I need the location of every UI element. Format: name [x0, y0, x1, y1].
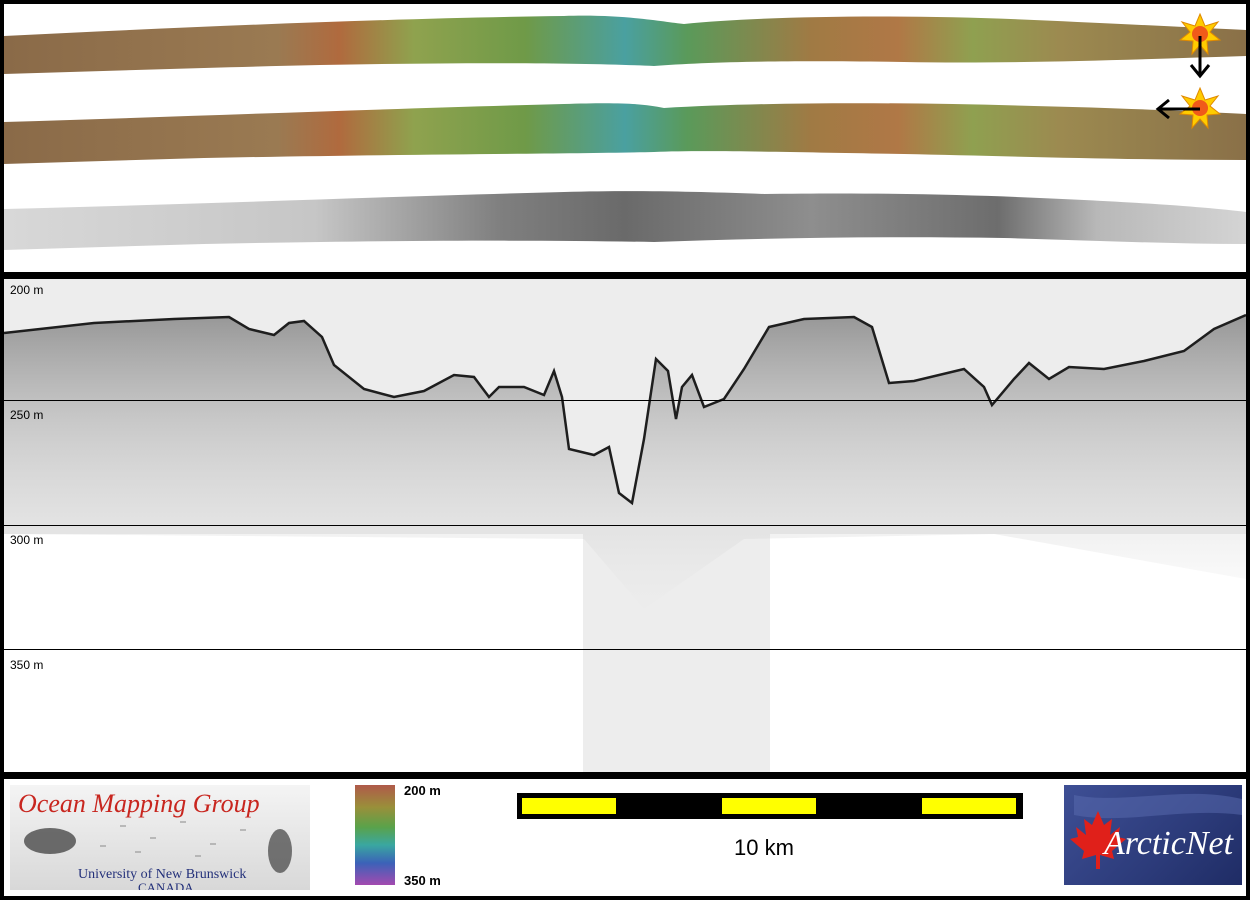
- arcticnet-logo: ArcticNet: [1064, 785, 1242, 885]
- seabed-profile: [4, 313, 1246, 609]
- scale-segment: [922, 798, 1016, 814]
- sidescan-swath: [4, 191, 1246, 250]
- depth-gridline: [4, 400, 1246, 401]
- depth-gridline: [4, 649, 1246, 650]
- university-name: University of New Brunswick: [78, 867, 247, 882]
- footer-panel: Ocean Mapping Group University of New Br…: [4, 779, 1246, 896]
- arrow-down-icon: [1189, 36, 1211, 79]
- bathymetry-swath-1: [4, 15, 1246, 74]
- scale-segment: [522, 798, 616, 814]
- maple-leaf-icon: [1070, 793, 1242, 869]
- logo-background-graphic: [24, 821, 292, 873]
- colorbar-top-label: 200 m: [404, 783, 441, 798]
- depth-label: 300 m: [10, 533, 44, 547]
- ocean-mapping-group-title: Ocean Mapping Group: [18, 789, 260, 818]
- country-name: CANADA: [138, 880, 194, 891]
- ocean-mapping-group-logo: Ocean Mapping Group University of New Br…: [10, 785, 310, 890]
- colorbar-bottom-label: 350 m: [404, 873, 441, 888]
- bathymetry-swath-2: [4, 103, 1246, 164]
- depth-label: 250 m: [10, 408, 44, 422]
- depth-label: 200 m: [10, 283, 44, 297]
- scale-bar: [517, 793, 1023, 819]
- scale-label: 10 km: [734, 835, 794, 860]
- swath-panel: [4, 4, 1246, 272]
- profile-panel: 200 m 250 m 300 m 350 m: [4, 279, 1246, 772]
- swath-imagery: [4, 12, 1246, 250]
- arcticnet-text: ArcticNet: [1104, 825, 1234, 862]
- arrow-left-icon: [1155, 98, 1200, 120]
- scale-segment: [722, 798, 816, 814]
- seabed-line: [4, 313, 1246, 506]
- depth-colorbar: [355, 785, 395, 885]
- depth-label: 350 m: [10, 658, 44, 672]
- depth-gridline: [4, 525, 1246, 526]
- sediment-fill: [4, 315, 1246, 609]
